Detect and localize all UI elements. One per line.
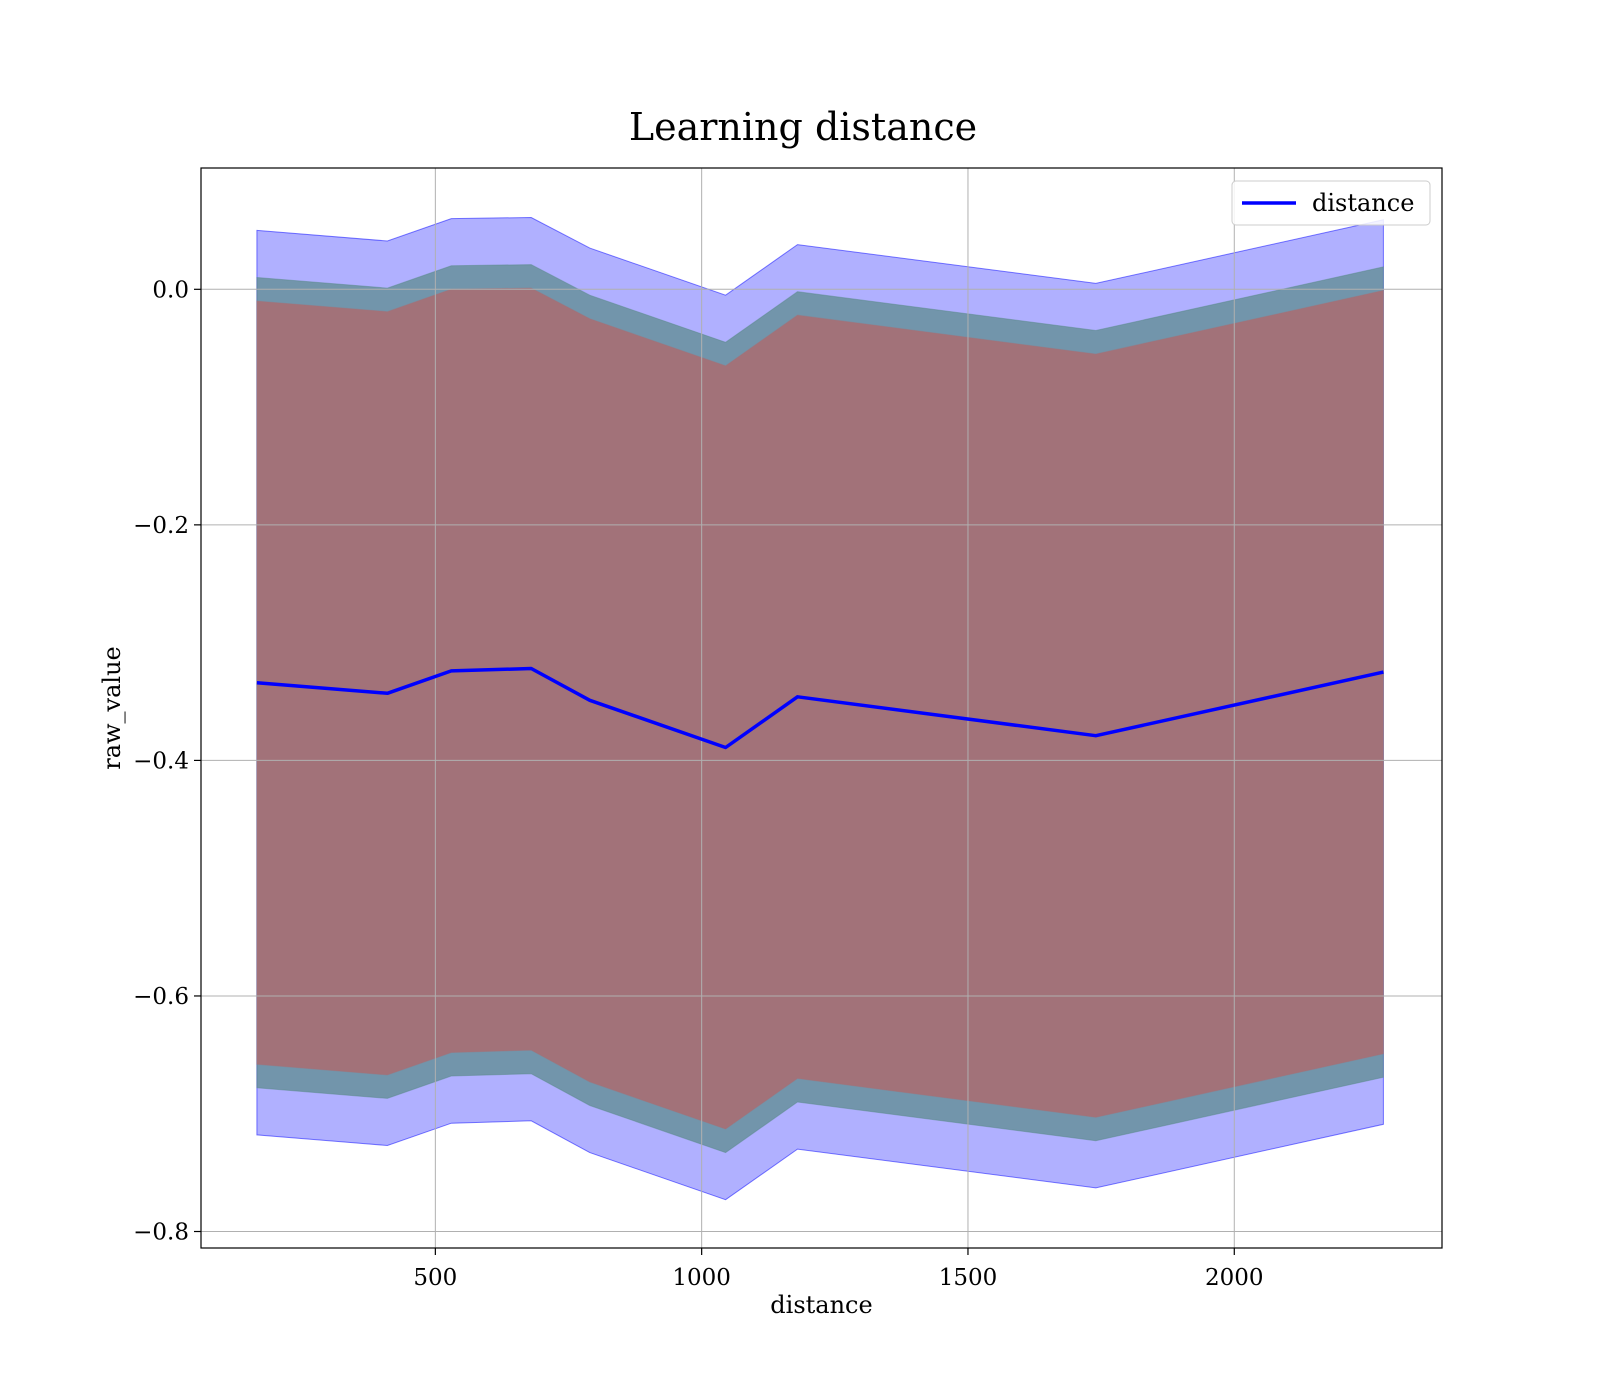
series-line-0 xyxy=(256,666,1384,750)
legend-box xyxy=(1231,180,1431,226)
x-axis-label: distance xyxy=(770,1291,872,1319)
x-tick-label-2: 1500 xyxy=(939,1265,998,1291)
ticks-layer: 500 1000 1500 2000 0.0 −0.2 −0.4 −0.6 −0.8 xyxy=(133,277,1263,1291)
x-tick-label-3: 2000 xyxy=(1205,1265,1264,1291)
plot-frame xyxy=(200,167,1443,1249)
bands-layer xyxy=(256,216,1384,1201)
grid-layer xyxy=(201,168,1442,1248)
confidence-band-2 xyxy=(256,287,1384,1130)
x-tick-label-0: 500 xyxy=(413,1265,457,1291)
y-tick-label-2: −0.4 xyxy=(133,748,189,774)
y-tick-label-0: 0.0 xyxy=(152,277,189,303)
chart-title: Learning distance xyxy=(629,105,977,149)
legend: distance xyxy=(1231,180,1431,226)
legend-label: distance xyxy=(1312,189,1414,217)
y-tick-label-1: −0.2 xyxy=(133,513,189,539)
y-tick-label-3: −0.6 xyxy=(133,984,189,1010)
line-layer xyxy=(256,666,1384,750)
y-axis-label: raw_value xyxy=(98,646,126,770)
y-tick-label-4: −0.8 xyxy=(133,1220,189,1246)
x-tick-label-1: 1000 xyxy=(672,1265,731,1291)
